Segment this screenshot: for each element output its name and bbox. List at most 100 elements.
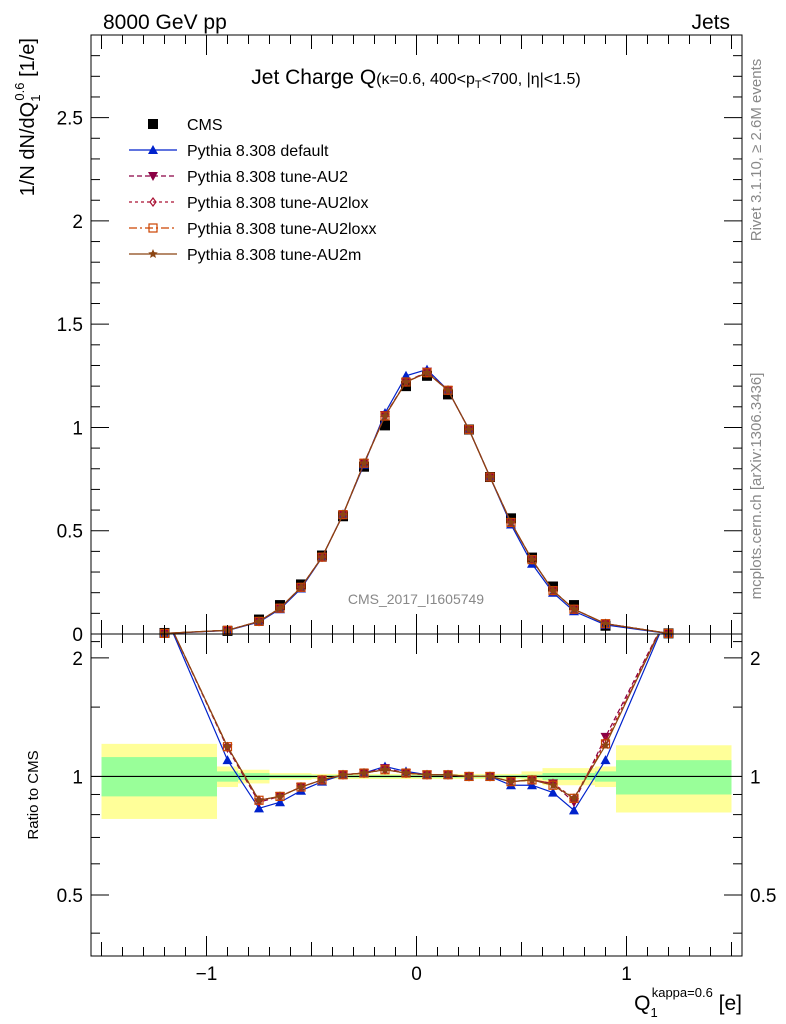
main-panel: CMS_2017_I1605749 0 0.5 1 1.5 2 2.5 Jet Charg… (12, 34, 743, 646)
analysis-watermark: CMS_2017_I1605749 (348, 591, 484, 607)
legend-entry-au2lox: Pythia 8.308 tune-AU2lox (129, 195, 368, 212)
data-point-au2m (296, 582, 306, 592)
data-point-au2m (569, 793, 579, 803)
main-axes: 0 0.5 1 1.5 2 2.5 (57, 35, 742, 646)
ratio-y-tick-label-right: 1 (750, 767, 761, 788)
data-point-au2m (338, 509, 348, 519)
legend-label-au2m: Pythia 8.308 tune-AU2m (187, 247, 361, 264)
data-point-au2m (506, 517, 516, 527)
xlabel-sup: kappa=0.6 (652, 985, 713, 1000)
x-tick-label: 0 (411, 964, 422, 985)
main-ylabel-sub: 1 (28, 95, 43, 102)
data-point-au2m (443, 769, 453, 779)
ratio-axes: 0.5 0.5 1 1 2 2 −1 0 1 (57, 634, 776, 985)
data-point-au2m (422, 769, 432, 779)
data-point-au2m (401, 768, 411, 778)
ratio-plot-area (91, 634, 742, 819)
legend-entry-au2: Pythia 8.308 tune-AU2 (129, 169, 348, 186)
main-y-tick-label: 2 (72, 212, 83, 233)
data-point-au2m (464, 424, 474, 434)
ratio-y-tick-label-right: 0.5 (750, 886, 776, 907)
series-line-au2m (164, 372, 669, 634)
data-point-cms (380, 420, 390, 431)
uncertainty-band-inner (616, 760, 732, 795)
chart-title-main: Jet Charge Q (251, 66, 376, 89)
legend-marker-au2loxx (148, 223, 158, 233)
data-point-au2m (317, 552, 327, 562)
data-point-au2m (275, 603, 285, 613)
chart-title: Jet Charge Q(κ=0.6, 400<pT<700, |η|<1.5) (251, 66, 580, 91)
legend-marker-au2 (148, 172, 158, 181)
data-point-au2m (254, 616, 264, 626)
legend: CMS Pythia 8.308 default Pythia 8.308 tune… (129, 117, 376, 264)
data-point-au2m (548, 585, 558, 595)
legend-marker-cms (148, 119, 158, 129)
main-y-tick-label: 0.5 (57, 522, 83, 543)
legend-marker-default (148, 145, 158, 154)
legend-marker-au2m (148, 249, 158, 259)
series-au2m (173, 634, 660, 805)
legend-entry-au2loxx: Pythia 8.308 tune-AU2loxx (129, 221, 376, 238)
data-point-au2m (359, 768, 369, 778)
legend-label-au2: Pythia 8.308 tune-AU2 (187, 169, 348, 186)
header-right-label: Jets (691, 11, 730, 34)
main-y-tick-label: 1 (72, 418, 83, 439)
legend-entry-au2m: Pythia 8.308 tune-AU2m (129, 247, 361, 264)
ratio-y-tick-label-right: 2 (750, 649, 761, 670)
data-point-au2m (464, 771, 474, 781)
data-point-au2m (600, 740, 611, 750)
main-ylabel-sup: 0.6 (12, 82, 27, 100)
legend-marker-au2lox (149, 197, 157, 207)
mcplots-label: mcplots.cern.ch [arXiv:1306.3436] (748, 373, 765, 600)
xlabel-unit: [e] (713, 992, 742, 1015)
ratio-y-tick-label: 2 (72, 649, 83, 670)
data-point-default (569, 805, 579, 815)
data-point-au2m (600, 618, 611, 628)
main-y-tick-label: 0 (72, 625, 83, 646)
data-point-au2m (485, 472, 495, 482)
data-point-au2m (222, 741, 233, 751)
data-point-default (275, 797, 285, 807)
data-point-au2m (443, 385, 453, 395)
header-left-label: 8000 GeV pp (103, 11, 227, 34)
data-point-au2m (527, 774, 537, 784)
data-point-default (222, 755, 233, 765)
data-point-au2m (506, 776, 516, 786)
legend-label-cms: CMS (187, 117, 223, 134)
chart-title-sub1: (κ=0.6, 400<p (376, 71, 475, 88)
data-point-au2m (359, 458, 369, 468)
main-ylabel-unit: [1/e] (17, 38, 39, 82)
data-point-au2m (548, 780, 558, 790)
data-point-au2m (527, 554, 537, 564)
ratio-y-tick-label: 1 (72, 767, 83, 788)
data-point-au2m (401, 377, 411, 387)
data-point-default (600, 755, 611, 765)
data-point-au2m (254, 795, 264, 805)
main-ylabel-main: 1/N dN/dQ (17, 102, 39, 196)
x-tick-label: −1 (196, 964, 218, 985)
ratio-y-axis-label: Ratio to CMS (25, 750, 42, 839)
main-plot-area (159, 364, 674, 639)
data-point-default (254, 803, 264, 813)
xlabel-main: Q (634, 992, 650, 1015)
data-point-default (548, 787, 558, 797)
data-point-au2m (338, 769, 348, 779)
data-point-au2m (422, 367, 432, 377)
legend-label-au2lox: Pythia 8.308 tune-AU2lox (187, 195, 368, 212)
legend-label-au2loxx: Pythia 8.308 tune-AU2loxx (187, 221, 376, 238)
data-point-au2m (317, 774, 327, 784)
data-point-au2m (485, 771, 495, 781)
chart-title-sub2: <700, |η|<1.5) (482, 71, 581, 88)
chart-title-sub-t: T (475, 79, 482, 91)
data-point-au2m (569, 604, 579, 614)
data-point-au2m (380, 764, 390, 774)
legend-entry-default: Pythia 8.308 default (129, 143, 329, 160)
data-point-au2m (380, 411, 390, 421)
ratio-panel: 0.5 0.5 1 1 2 2 −1 0 1 Ratio to CMS Q1 kappa=0.6 … (25, 633, 776, 1020)
x-tick-label: 1 (621, 964, 632, 985)
data-point-au2m (275, 791, 285, 801)
main-y-tick-label: 1.5 (57, 315, 83, 336)
data-point-au2m (296, 782, 306, 792)
rivet-version-label: Rivet 3.1.10, ≥ 2.6M events (748, 59, 765, 242)
